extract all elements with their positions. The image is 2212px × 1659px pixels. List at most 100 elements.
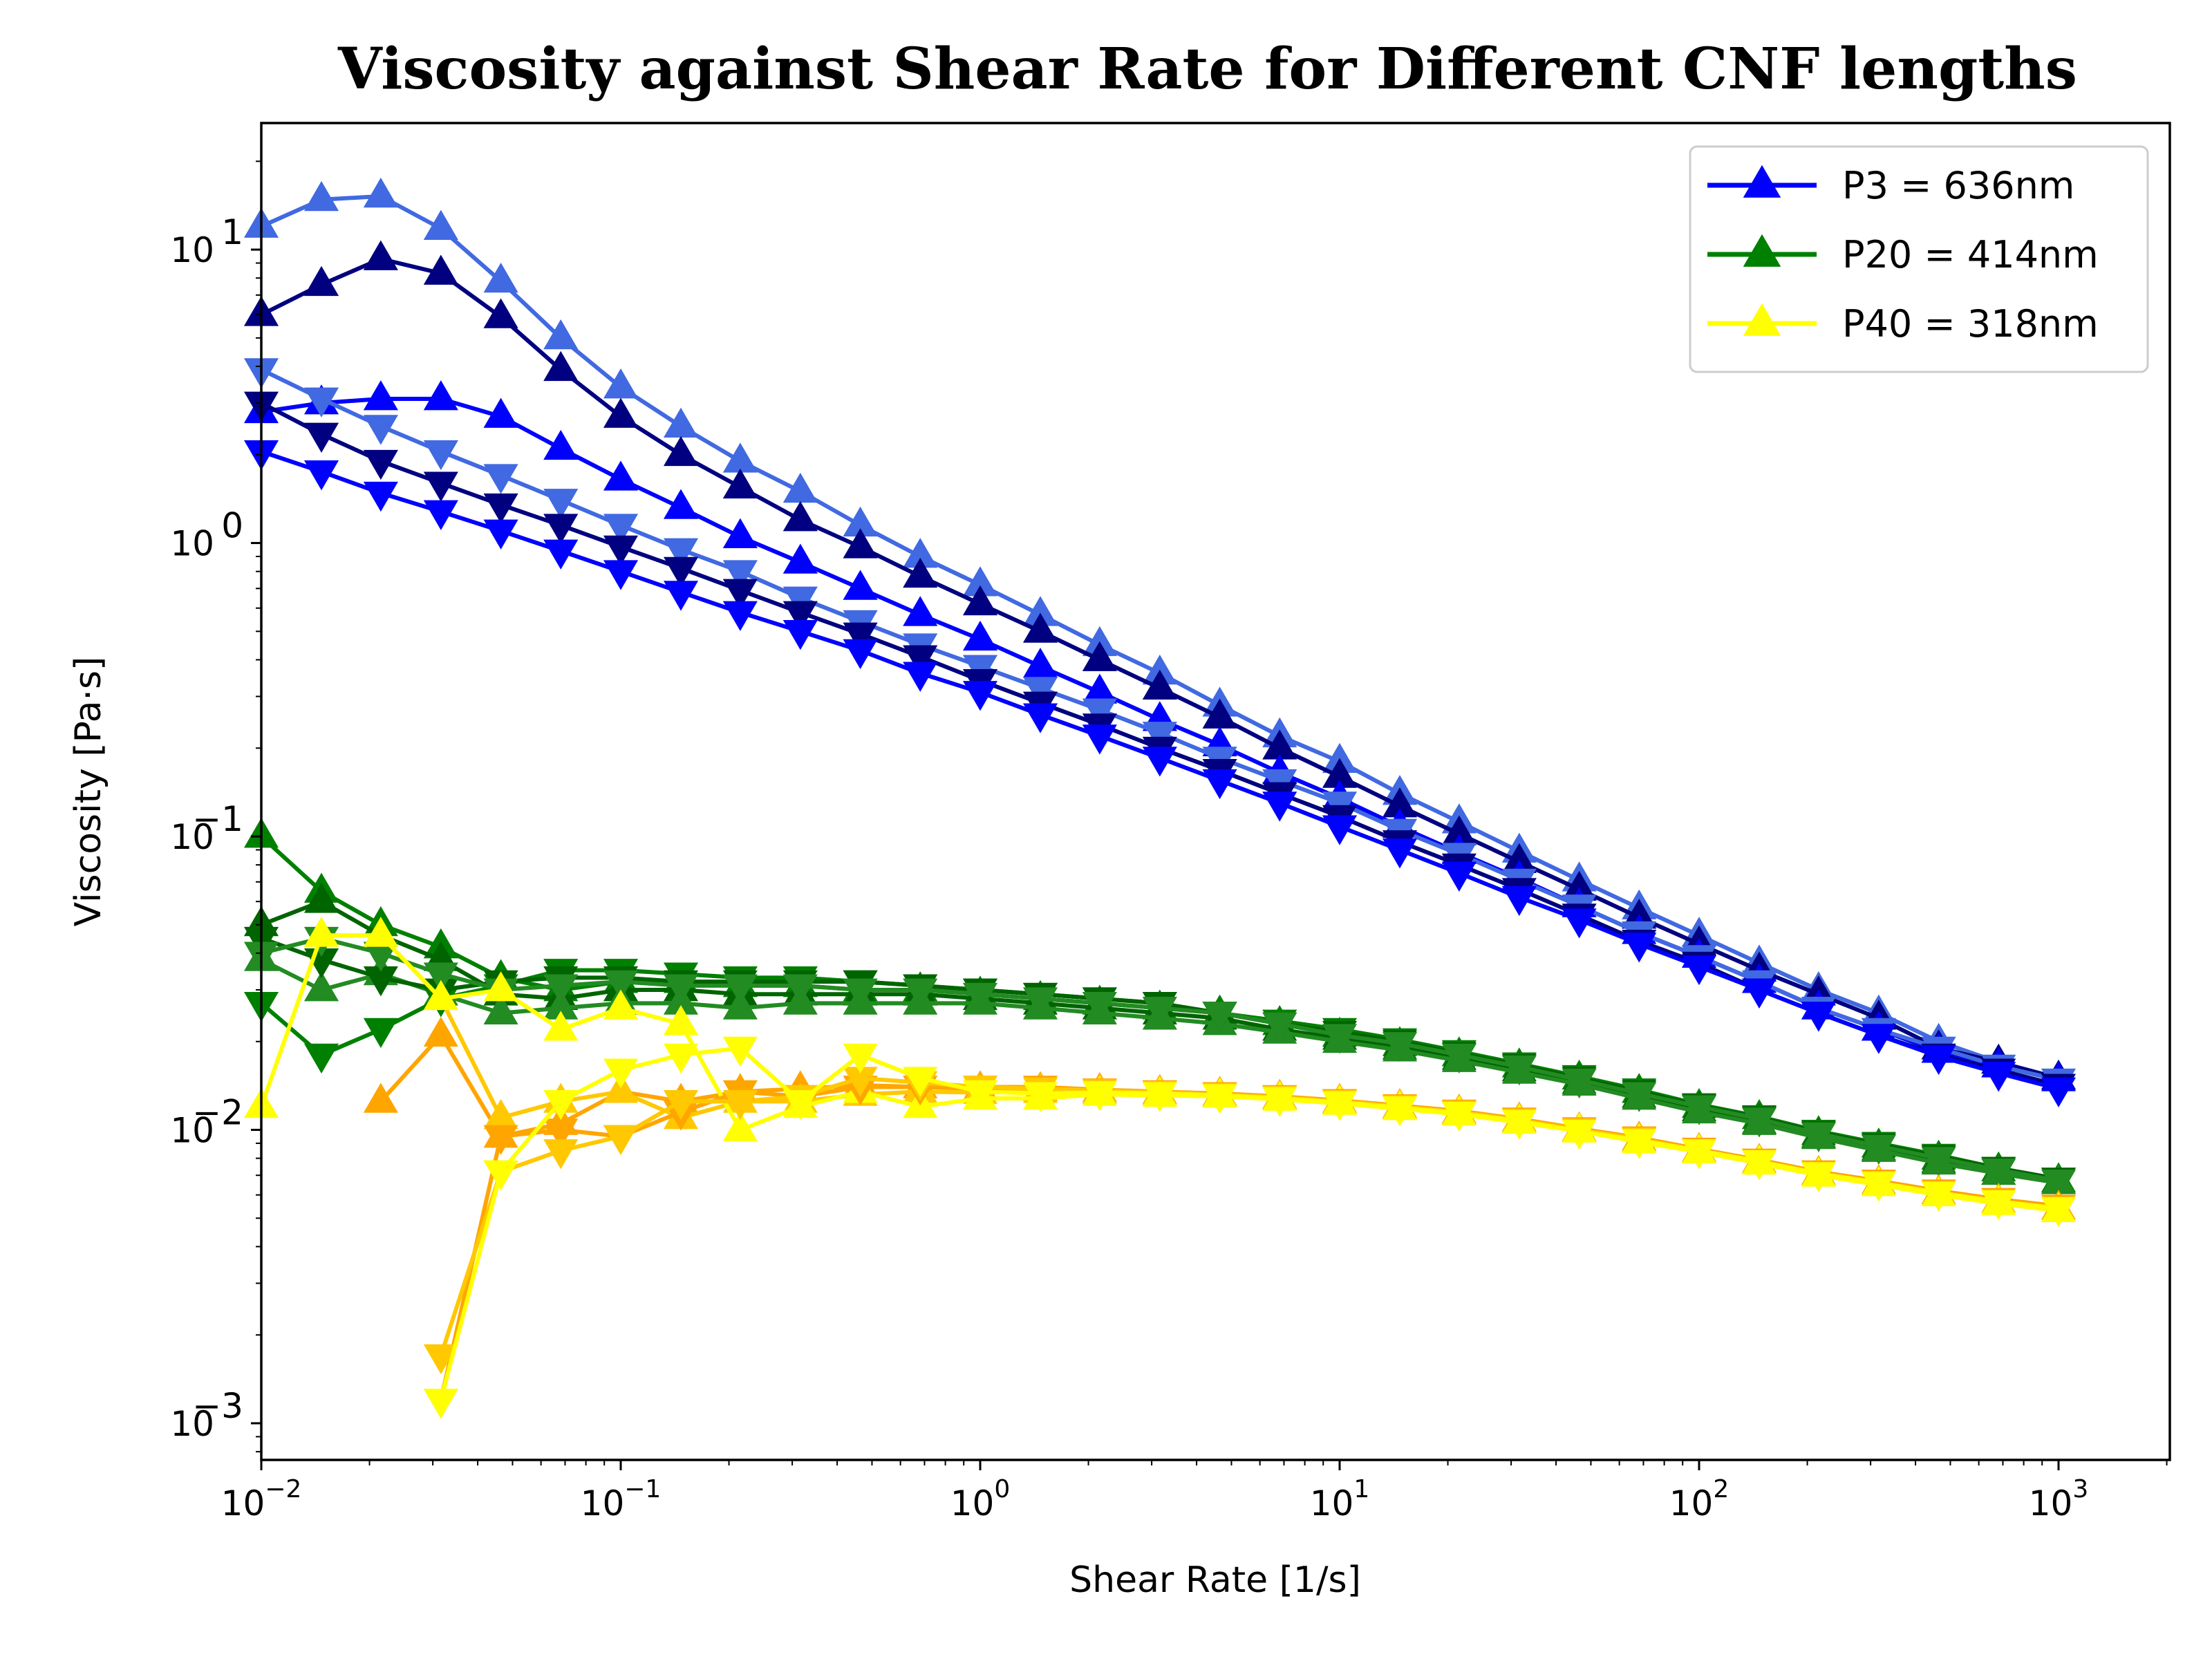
data-point bbox=[603, 989, 639, 1020]
series-line bbox=[438, 1046, 2059, 1401]
legend-label: P40 = 318nm bbox=[1842, 302, 2099, 346]
legend-marker bbox=[1743, 165, 1781, 198]
data-point bbox=[962, 982, 998, 1013]
data-point bbox=[903, 596, 938, 626]
data-point bbox=[423, 1388, 458, 1419]
data-point bbox=[1562, 908, 1597, 939]
data-point bbox=[903, 978, 938, 1009]
data-point bbox=[423, 962, 458, 993]
data-point bbox=[543, 514, 579, 544]
legend-entry: P40 = 318nm bbox=[1707, 302, 2099, 346]
data-point bbox=[782, 1089, 818, 1121]
data-point bbox=[1921, 1044, 1956, 1076]
y-tick-label: 10 bbox=[170, 1111, 214, 1151]
data-point bbox=[903, 1067, 938, 1097]
data-point bbox=[303, 387, 339, 418]
data-point bbox=[1681, 1139, 1717, 1170]
data-point bbox=[483, 262, 518, 293]
data-point bbox=[483, 464, 518, 494]
data-point bbox=[423, 980, 458, 1011]
data-point bbox=[1202, 1084, 1237, 1114]
data-point bbox=[962, 681, 998, 711]
y-axis-label: Viscosity [Pa·s] bbox=[68, 657, 109, 927]
data-point bbox=[663, 489, 699, 519]
data-point bbox=[1562, 1119, 1597, 1150]
data-point bbox=[1441, 1043, 1477, 1074]
data-point bbox=[663, 581, 699, 611]
data-point bbox=[1741, 978, 1777, 1009]
series-P20-12 bbox=[243, 926, 2077, 1200]
data-point bbox=[1981, 1159, 2016, 1189]
data-point bbox=[1142, 722, 1177, 752]
data-point bbox=[543, 974, 579, 1004]
x-tick-label: 100 bbox=[950, 1475, 1011, 1524]
data-point bbox=[663, 974, 699, 1004]
y-tick-exponent: −2 bbox=[192, 1093, 243, 1133]
data-point bbox=[303, 971, 339, 1002]
data-point bbox=[722, 442, 758, 473]
data-point bbox=[962, 1080, 998, 1111]
data-point bbox=[1142, 996, 1177, 1027]
y-tick-exponent: 1 bbox=[221, 212, 243, 252]
data-point bbox=[782, 619, 818, 650]
y-tick-label: 10 bbox=[170, 1404, 214, 1444]
data-point bbox=[423, 500, 458, 530]
data-point bbox=[423, 440, 458, 471]
data-point bbox=[1741, 1150, 1777, 1181]
data-point bbox=[303, 917, 339, 947]
series-P3-6 bbox=[243, 440, 2077, 1108]
data-point bbox=[903, 662, 938, 692]
x-tick-label: 101 bbox=[1310, 1475, 1370, 1524]
legend-box bbox=[1689, 145, 2149, 373]
legend-entries: P3 = 636nm P20 = 414nm P40 = 318nm bbox=[1707, 164, 2099, 346]
data-point bbox=[603, 397, 639, 428]
data-point bbox=[603, 970, 639, 1000]
plot-frame bbox=[260, 122, 2171, 1461]
data-point bbox=[663, 1043, 699, 1074]
data-point bbox=[1082, 641, 1117, 671]
data-point bbox=[423, 254, 458, 285]
data-point bbox=[663, 435, 699, 467]
data-point bbox=[1681, 1095, 1717, 1125]
data-point bbox=[1741, 1107, 1777, 1138]
data-point bbox=[423, 380, 458, 411]
data-point bbox=[603, 1058, 639, 1089]
series-P40-18 bbox=[423, 1036, 2077, 1419]
data-point bbox=[1142, 747, 1177, 777]
legend-marker bbox=[1743, 303, 1781, 336]
data-point bbox=[663, 1005, 699, 1035]
data-point bbox=[603, 514, 639, 544]
data-point bbox=[1022, 987, 1058, 1018]
data-point bbox=[303, 883, 339, 913]
data-point bbox=[782, 501, 818, 532]
data-point bbox=[1082, 992, 1117, 1022]
series-line bbox=[260, 899, 2059, 1185]
data-point bbox=[782, 601, 818, 631]
data-point bbox=[722, 1036, 758, 1067]
data-point bbox=[843, 1043, 878, 1074]
data-point bbox=[303, 422, 339, 453]
data-point bbox=[663, 556, 699, 588]
data-point bbox=[1382, 1032, 1418, 1062]
data-point bbox=[722, 1111, 758, 1141]
data-point bbox=[363, 177, 398, 208]
legend-label: P20 = 414nm bbox=[1842, 233, 2099, 276]
data-point bbox=[543, 539, 579, 570]
data-point bbox=[423, 471, 458, 502]
y-tick-exponent: −3 bbox=[192, 1386, 243, 1426]
data-point bbox=[423, 1344, 458, 1375]
series-P40-15 bbox=[243, 917, 2077, 1222]
data-point bbox=[1861, 1024, 1896, 1054]
data-point bbox=[483, 1125, 518, 1155]
data-point bbox=[1082, 724, 1117, 755]
data-point bbox=[303, 460, 339, 491]
data-point bbox=[1801, 1122, 1836, 1153]
legend-marker bbox=[1743, 234, 1781, 267]
data-point bbox=[843, 639, 878, 670]
data-point bbox=[1262, 1087, 1297, 1117]
data-point bbox=[1681, 955, 1717, 986]
data-point bbox=[1022, 1082, 1058, 1112]
data-point bbox=[1262, 1012, 1297, 1042]
data-point bbox=[543, 1011, 579, 1041]
data-point bbox=[2041, 1169, 2077, 1200]
